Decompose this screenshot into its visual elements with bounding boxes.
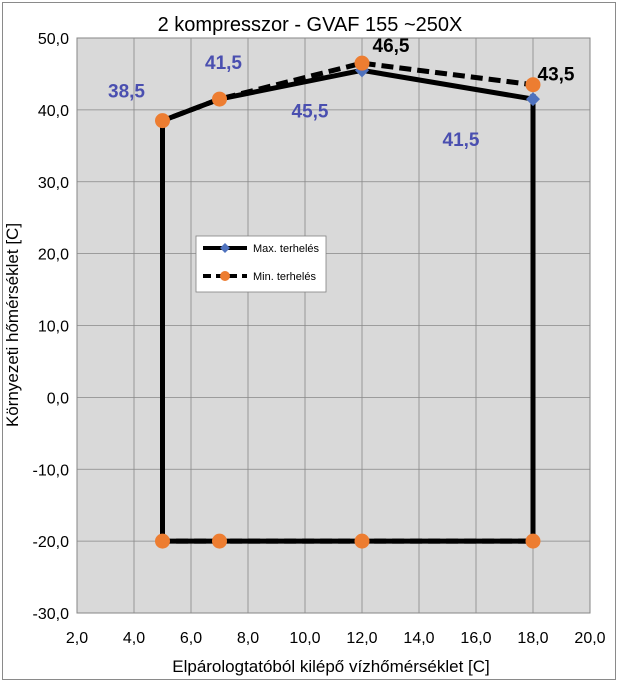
data-label: 41,5	[205, 53, 242, 74]
x-tick-label: 4,0	[123, 630, 145, 647]
y-tick-label: 0,0	[47, 390, 69, 407]
data-label: 46,5	[373, 36, 410, 57]
legend-marker-min-icon	[220, 271, 230, 281]
marker-min	[354, 55, 370, 71]
data-annotations: 38,5 41,5 45,5 41,5 46,5 43,5	[108, 36, 575, 151]
legend-box	[195, 235, 327, 293]
x-tick-label: 8,0	[237, 630, 259, 647]
marker-min	[155, 533, 170, 549]
data-label: 41,5	[443, 130, 480, 151]
x-tick-label: 16,0	[460, 630, 491, 647]
y-axis-label: Környezeti hőmérséklet [C]	[3, 223, 22, 427]
x-tick-label: 10,0	[289, 630, 320, 647]
marker-min	[354, 533, 370, 549]
series-markers	[155, 55, 541, 549]
marker-min	[525, 533, 541, 549]
y-tick-label: 20,0	[38, 247, 69, 264]
y-tick-label: -10,0	[33, 462, 70, 479]
y-tick-label: 10,0	[38, 319, 69, 336]
y-tick-labels: -30,0 -20,0 -10,0 0,0 10,0 20,0 30,0 40,0 50,0	[33, 31, 70, 623]
x-tick-label: 6,0	[180, 630, 202, 647]
data-label: 43,5	[538, 65, 575, 86]
legend-label-min: Min. terhelés	[253, 271, 316, 283]
marker-min	[212, 91, 227, 107]
x-tick-labels: 2,0 4,0 6,0 8,0 10,0 12,0 14,0 16,0 18,0 20,0	[66, 630, 606, 647]
legend: Max. terhelés Min. terhelés	[195, 235, 327, 293]
legend-marker-max-icon	[220, 243, 230, 253]
x-tick-label: 2,0	[66, 630, 88, 647]
x-axis-label: Elpárologtatóból kilépő vízhőmérséklet […	[172, 657, 490, 676]
marker-min	[155, 113, 170, 129]
data-label: 38,5	[108, 82, 145, 103]
x-tick-label: 20,0	[574, 630, 605, 647]
y-tick-label: -30,0	[33, 606, 70, 623]
y-tick-label: 40,0	[38, 103, 69, 120]
marker-max	[526, 92, 540, 107]
x-tick-label: 14,0	[403, 630, 434, 647]
marker-min	[212, 533, 227, 549]
y-tick-label: 30,0	[38, 175, 69, 192]
chart-title: 2 kompresszor - GVAF 155 ~250X	[158, 14, 463, 36]
y-tick-label: -20,0	[33, 534, 70, 551]
y-tick-label: 50,0	[38, 31, 69, 48]
x-tick-label: 12,0	[346, 630, 377, 647]
legend-label-max: Max. terhelés	[253, 243, 320, 255]
marker-min	[525, 77, 541, 93]
x-tick-label: 18,0	[517, 630, 548, 647]
data-label: 45,5	[292, 101, 329, 122]
